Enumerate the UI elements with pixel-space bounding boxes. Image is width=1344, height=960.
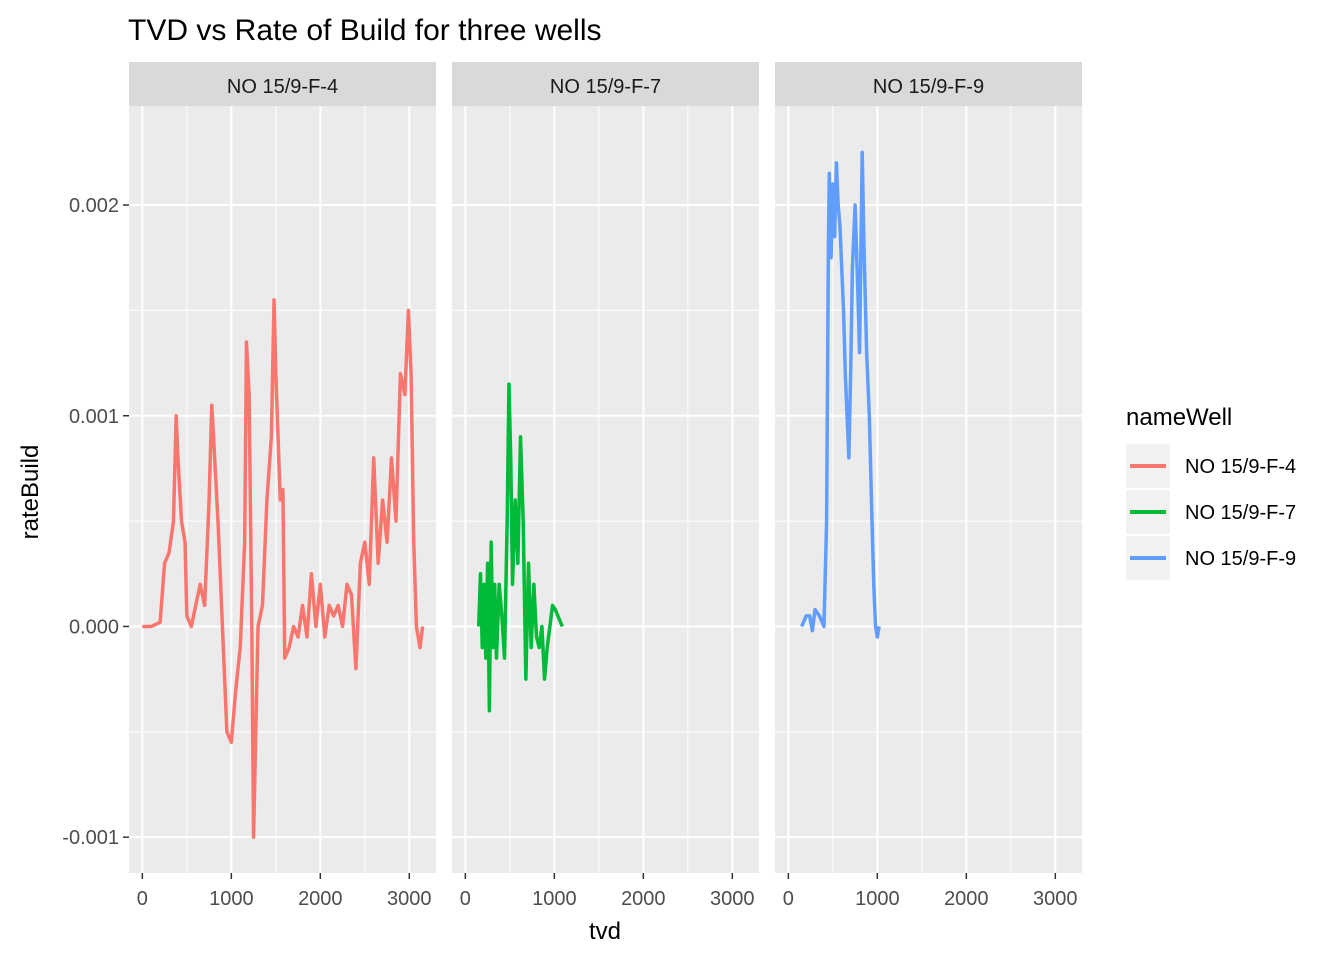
y-tick-label: 0.002	[69, 195, 119, 217]
x-tick-label: 3000	[710, 888, 755, 910]
x-tick-label: 2000	[298, 888, 343, 910]
x-tick-label: 0	[137, 888, 148, 910]
series-line	[476, 382, 564, 713]
facet-panel: NO 15/9-F-4 0 1000 2000 3000	[129, 62, 436, 910]
panel-background	[775, 106, 1082, 873]
x-tick-label: 1000	[532, 888, 577, 910]
panel-background	[452, 106, 759, 873]
legend-item: NO 15/9-F-4	[1126, 444, 1296, 488]
series-line	[142, 298, 425, 839]
facet-strip-label: NO 15/9-F-9	[873, 76, 984, 98]
legend-title: nameWell	[1126, 404, 1232, 431]
series-line	[800, 150, 881, 639]
x-tick-label: 0	[783, 888, 794, 910]
chart-title: TVD vs Rate of Build for three wells	[128, 14, 602, 47]
x-tick-label: 1000	[855, 888, 900, 910]
x-tick-label: 0	[460, 888, 471, 910]
x-tick-label: 2000	[944, 888, 989, 910]
facet-panel: NO 15/9-F-7 0 1000 2000 3000	[452, 62, 759, 910]
x-tick-label: 2000	[621, 888, 666, 910]
legend: nameWell NO 15/9-F-4 NO 15/9-F-7 NO 15/9-F-…	[1126, 404, 1296, 580]
legend-item: NO 15/9-F-9	[1126, 536, 1296, 580]
facet-strip	[775, 62, 1082, 106]
facet-strip	[452, 62, 759, 106]
legend-label: NO 15/9-F-4	[1185, 456, 1296, 478]
facet-panels: NO 15/9-F-4 0 1000 2000 3000 NO 15/9-F-7 0 1000…	[129, 62, 1082, 910]
y-tick-label: 0.001	[69, 406, 119, 428]
x-axis-title: tvd	[589, 918, 621, 945]
legend-label: NO 15/9-F-9	[1185, 548, 1296, 570]
y-tick-label: 0.000	[69, 616, 119, 638]
x-tick-label: 3000	[387, 888, 432, 910]
facet-strip	[129, 62, 436, 106]
legend-label: NO 15/9-F-7	[1185, 502, 1296, 524]
y-axis-title: rateBuild	[17, 445, 44, 540]
y-tick-label: -0.001	[62, 827, 119, 849]
facet-strip-label: NO 15/9-F-7	[550, 76, 661, 98]
legend-item: NO 15/9-F-7	[1126, 490, 1296, 534]
x-tick-label: 3000	[1033, 888, 1078, 910]
x-tick-label: 1000	[209, 888, 254, 910]
y-axis: -0.001 0.000 0.001 0.002	[62, 195, 129, 849]
facet-strip-label: NO 15/9-F-4	[227, 76, 338, 98]
facet-panel: NO 15/9-F-9 0 1000 2000 3000	[775, 62, 1082, 910]
